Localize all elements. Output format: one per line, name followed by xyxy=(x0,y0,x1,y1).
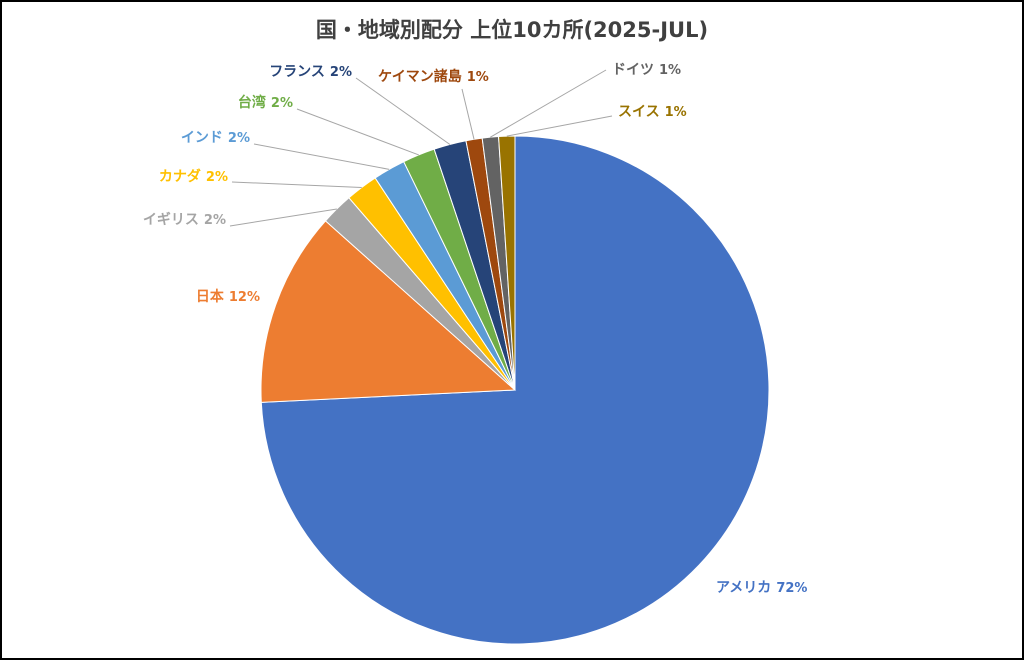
leader-line xyxy=(229,208,337,227)
category-label: スイス xyxy=(618,104,660,120)
category-label: ケイマン諸島 xyxy=(378,68,462,85)
value-label: 12% xyxy=(229,290,260,305)
pie-slice xyxy=(260,220,517,403)
category-label: インド xyxy=(181,130,223,146)
leader-line xyxy=(355,77,451,145)
leader-line xyxy=(461,88,475,140)
category-label: イギリス xyxy=(143,211,199,228)
leader-line xyxy=(231,181,362,188)
value-label: 72% xyxy=(776,581,807,596)
data-label: ケイマン諸島 1% xyxy=(378,68,489,85)
value-label: 1% xyxy=(665,105,687,120)
data-label: カナダ 2% xyxy=(159,168,228,185)
value-label: 2% xyxy=(271,96,293,111)
category-label: 日本 xyxy=(196,288,225,305)
leader-line xyxy=(253,143,390,170)
data-label: インド 2% xyxy=(181,130,250,146)
data-label: 台湾 2% xyxy=(238,94,293,111)
category-label: 台湾 xyxy=(238,94,266,111)
value-label: 2% xyxy=(204,213,226,228)
value-label: 1% xyxy=(467,70,489,85)
data-label: フランス 2% xyxy=(269,64,352,80)
chart-title: 国・地域別配分 上位10カ所(2025-JUL) xyxy=(316,18,708,42)
data-label: 日本 12% xyxy=(196,288,260,305)
value-label: 2% xyxy=(206,170,228,185)
data-label: アメリカ 72% xyxy=(716,580,807,596)
data-label: スイス 1% xyxy=(618,104,687,120)
category-label: アメリカ xyxy=(716,580,771,596)
value-label: 1% xyxy=(659,63,681,78)
category-label: カナダ xyxy=(159,168,201,185)
leader-line xyxy=(490,69,607,138)
leader-line xyxy=(296,108,419,156)
data-label: イギリス 2% xyxy=(143,211,226,228)
category-label: ドイツ xyxy=(612,62,654,78)
leader-line xyxy=(506,115,613,137)
value-label: 2% xyxy=(228,131,250,146)
data-label: ドイツ 1% xyxy=(612,62,681,78)
category-label: フランス xyxy=(269,64,325,80)
value-label: 2% xyxy=(330,65,352,80)
